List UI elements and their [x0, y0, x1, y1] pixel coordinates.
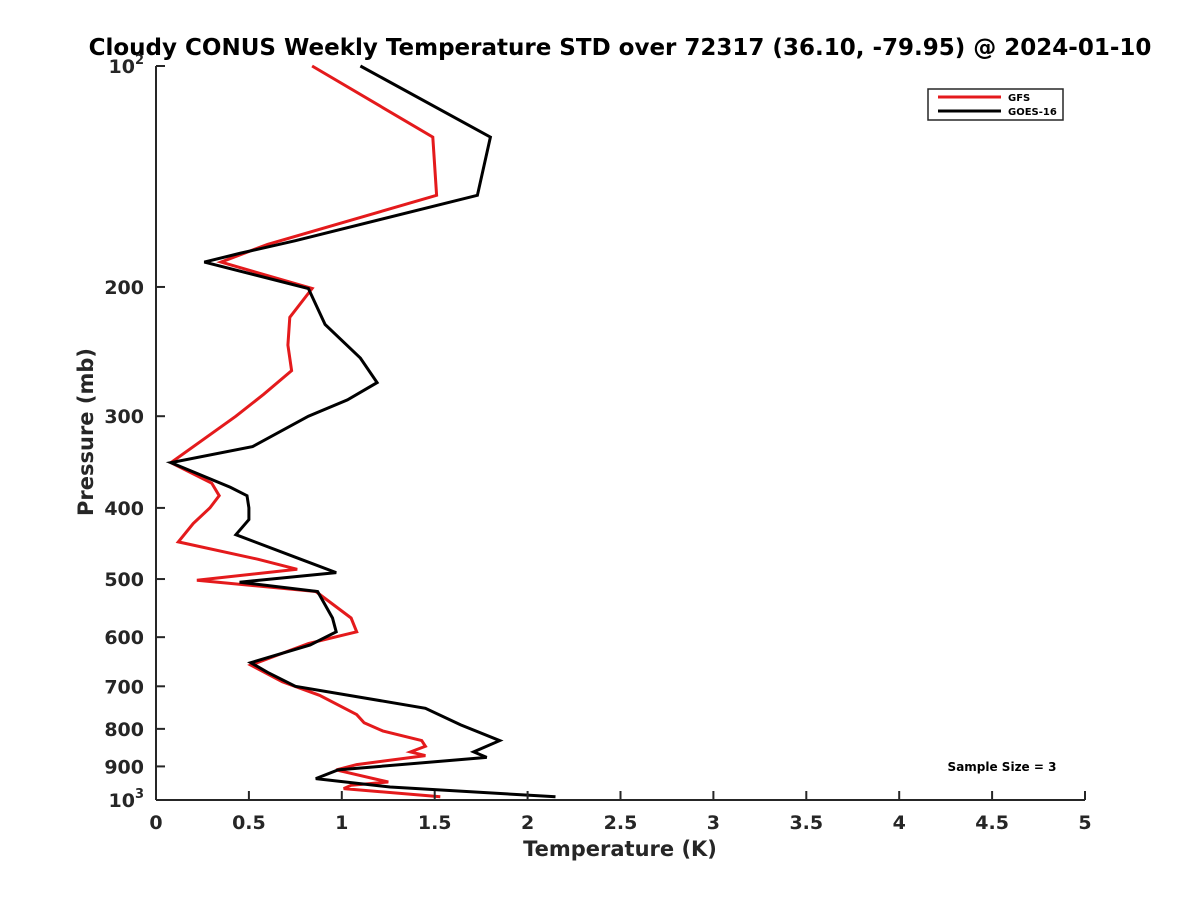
x-tick-label: 3: [707, 812, 720, 834]
x-tick-label: 4.5: [975, 812, 1009, 834]
x-tick-label: 5: [1078, 812, 1091, 834]
y-tick-label: 400: [104, 498, 144, 520]
legend: GFS GOES-16: [927, 88, 1064, 121]
x-tick-label: 3.5: [789, 812, 823, 834]
y-tick-label: 500: [104, 569, 144, 591]
y-tick-label: 300: [104, 406, 144, 428]
plot-series-group: [165, 64, 556, 799]
x-axis-label: Temperature (K): [523, 837, 717, 861]
series-line-goes-16: [165, 64, 556, 799]
ticks-group: 0 0.5 1 1.5 2 2.5 3 3.5 4 4.5 5 102 200 300 400 500 600 7…: [104, 53, 1091, 834]
y-axis-label: Pressure (mb): [74, 348, 98, 516]
y-tick-label: 102: [109, 53, 145, 78]
x-tick-label: 0: [149, 812, 162, 834]
legend-label-gfs: GFS: [1008, 93, 1030, 104]
sample-size-annotation: Sample Size = 3: [948, 760, 1057, 774]
axes-group: [155, 66, 1085, 801]
y-tick-label: 600: [104, 627, 144, 649]
legend-box: [927, 88, 1064, 121]
y-tick-label: 900: [104, 756, 144, 778]
x-tick-label: 1: [335, 812, 348, 834]
x-tick-label: 2: [521, 812, 534, 834]
x-tick-label: 0.5: [232, 812, 266, 834]
y-tick-label: 200: [104, 277, 144, 299]
x-tick-label: 1.5: [418, 812, 452, 834]
legend-label-goes-16: GOES-16: [1008, 107, 1057, 118]
x-tick-label: 4: [893, 812, 906, 834]
y-tick-label: 800: [104, 719, 144, 741]
y-tick-label: 103: [109, 787, 145, 812]
y-tick-label: 700: [104, 676, 144, 698]
series-line-gfs: [168, 64, 441, 799]
x-tick-label: 2.5: [604, 812, 638, 834]
chart-title: Cloudy CONUS Weekly Temperature STD over…: [89, 35, 1152, 61]
